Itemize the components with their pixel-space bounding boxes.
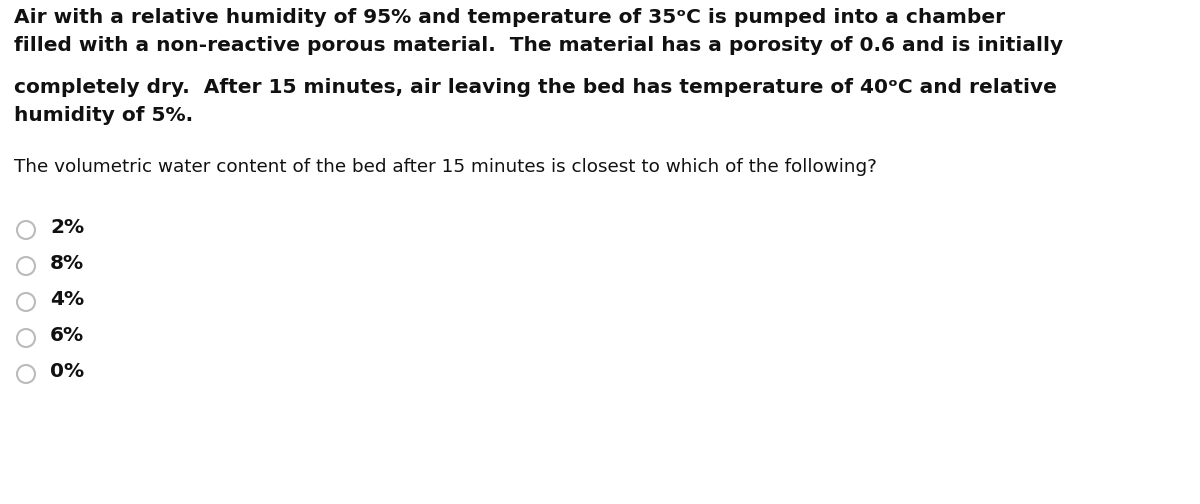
Text: 8%: 8% [50,254,84,273]
Text: humidity of 5%.: humidity of 5%. [14,106,193,125]
Text: filled with a non-reactive porous material.  The material has a porosity of 0.6 : filled with a non-reactive porous materi… [14,36,1063,55]
Text: Air with a relative humidity of 95% and temperature of 35ᵒC is pumped into a cha: Air with a relative humidity of 95% and … [14,8,1006,27]
Text: 0%: 0% [50,362,84,381]
Text: 4%: 4% [50,290,84,309]
Text: 6%: 6% [50,326,84,345]
Text: The volumetric water content of the bed after 15 minutes is closest to which of : The volumetric water content of the bed … [14,158,877,176]
Text: 2%: 2% [50,218,84,237]
Text: completely dry.  After 15 minutes, air leaving the bed has temperature of 40ᵒC a: completely dry. After 15 minutes, air le… [14,78,1057,97]
